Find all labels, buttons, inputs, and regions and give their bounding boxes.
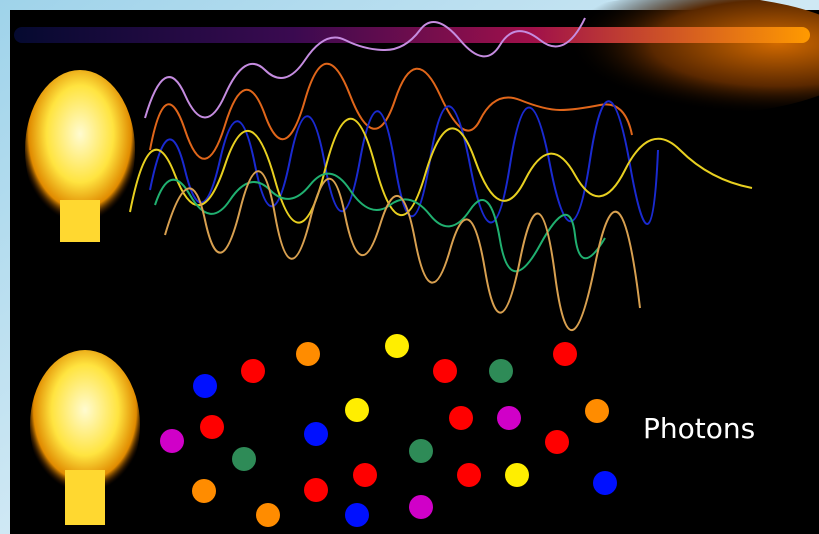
photon xyxy=(553,342,577,366)
photon xyxy=(593,471,617,495)
photon xyxy=(545,430,569,454)
photon xyxy=(241,359,265,383)
photon xyxy=(505,463,529,487)
photon xyxy=(409,495,433,519)
photon xyxy=(345,398,369,422)
slide: Photons xyxy=(0,0,819,534)
photon xyxy=(304,422,328,446)
photon xyxy=(497,406,521,430)
photon xyxy=(353,463,377,487)
photon xyxy=(192,479,216,503)
photon xyxy=(200,415,224,439)
photon xyxy=(433,359,457,383)
photon xyxy=(385,334,409,358)
photon xyxy=(160,429,184,453)
photon xyxy=(449,406,473,430)
photon xyxy=(409,439,433,463)
photon xyxy=(585,399,609,423)
photons-label: Photons xyxy=(643,412,755,445)
photon xyxy=(345,503,369,527)
spectrum-bar xyxy=(14,27,810,43)
photon xyxy=(457,463,481,487)
photon xyxy=(232,447,256,471)
photon xyxy=(256,503,280,527)
photon xyxy=(193,374,217,398)
photon xyxy=(304,478,328,502)
photon xyxy=(489,359,513,383)
photon xyxy=(296,342,320,366)
